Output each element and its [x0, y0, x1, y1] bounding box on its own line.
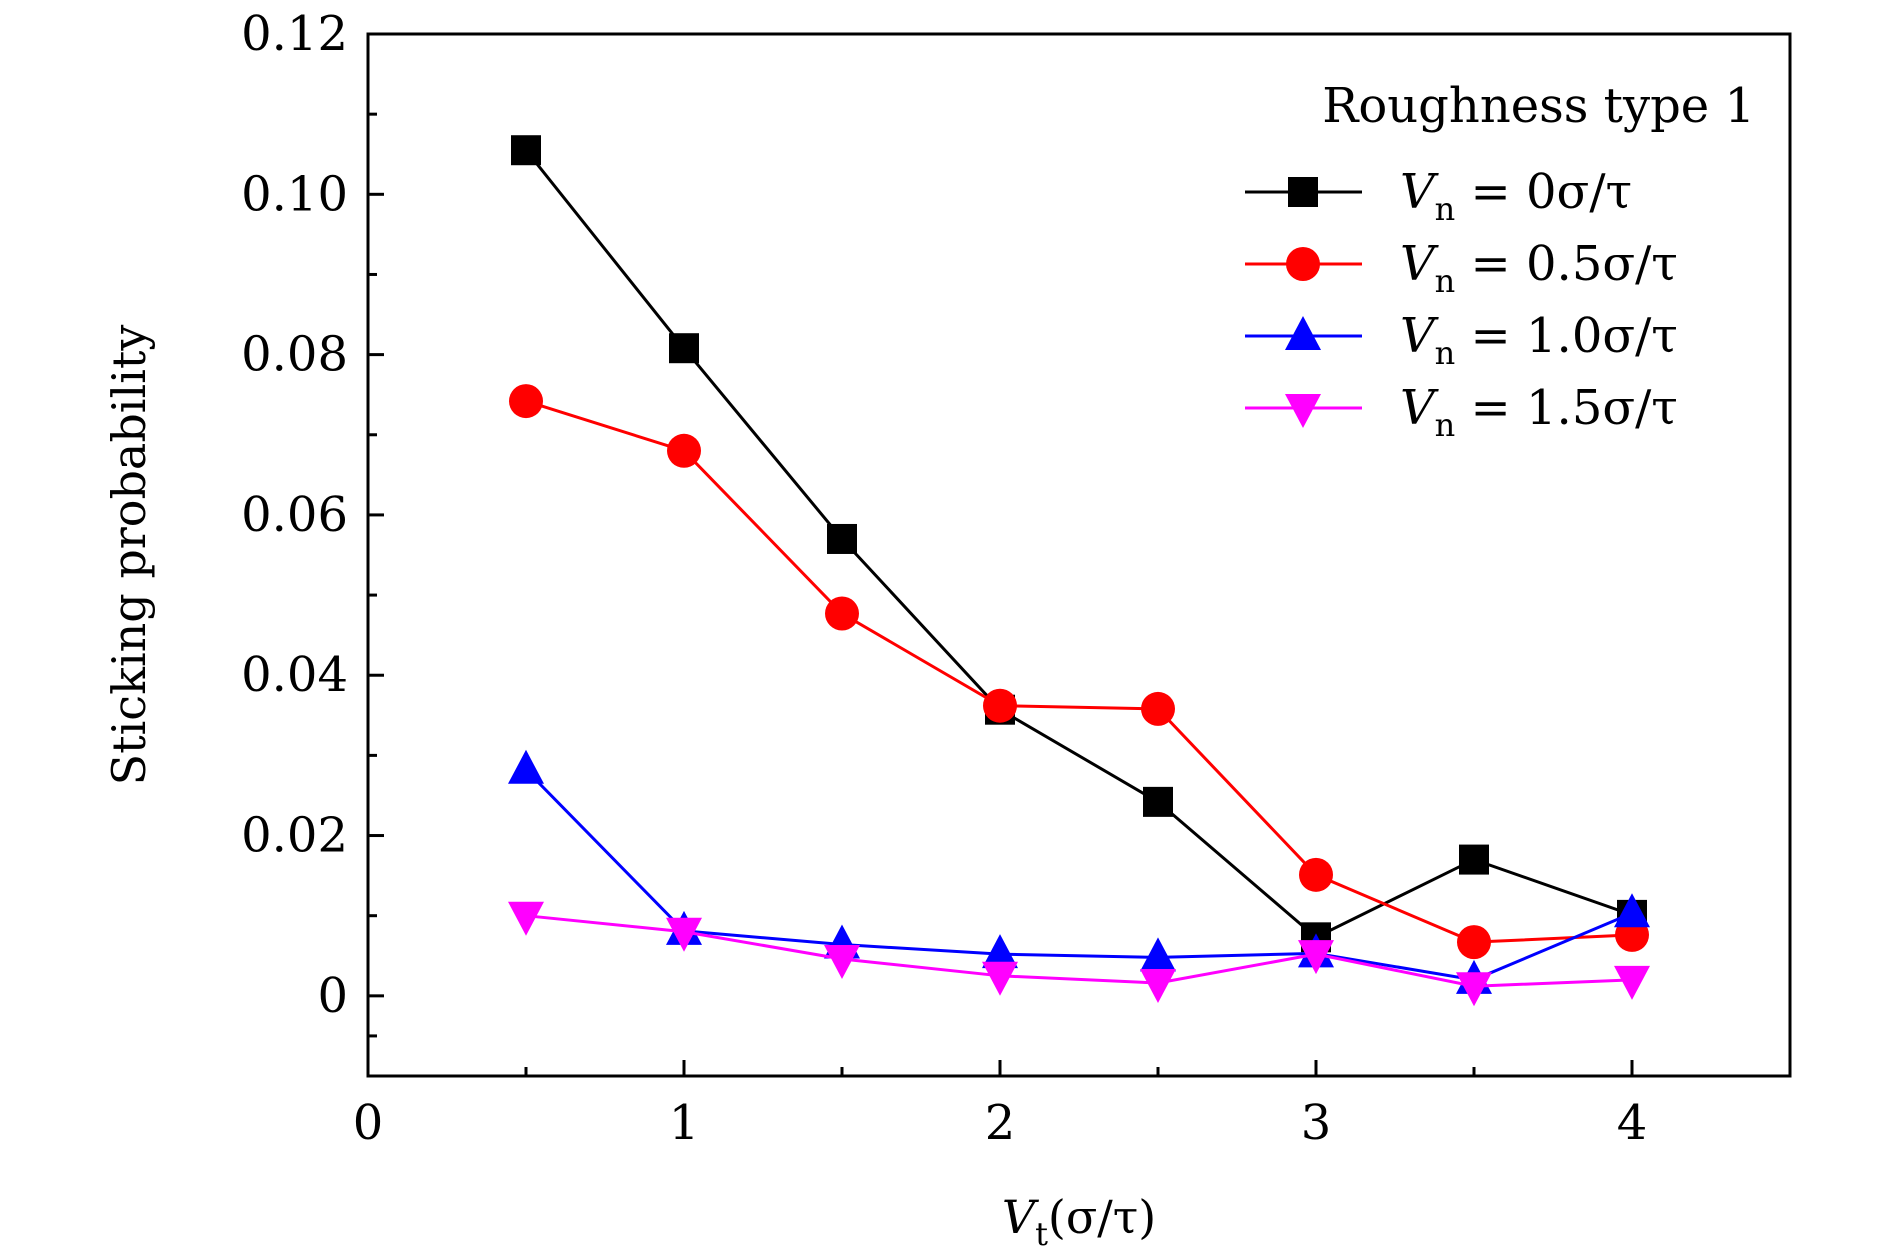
- data-point: [982, 961, 1018, 996]
- legend-label-rest: = 0σ/τ: [1455, 164, 1632, 220]
- y-tick-label: 0.02: [241, 808, 348, 864]
- legend-label: Vn = 0.5σ/τ: [1400, 236, 1678, 300]
- data-point: [1457, 925, 1491, 960]
- data-point: [1299, 857, 1333, 892]
- legend-title: Roughness type 1: [1322, 78, 1755, 134]
- series-layer: [508, 135, 1650, 1007]
- legend-label-sub: n: [1435, 262, 1456, 300]
- y-tick-label: 0.12: [241, 6, 348, 62]
- data-point: [1140, 969, 1176, 1004]
- data-point: [509, 384, 543, 419]
- legend-marker: [1288, 177, 1318, 207]
- x-tick-label: 1: [669, 1095, 700, 1151]
- x-tick-label: 2: [985, 1095, 1016, 1151]
- x-tick-label: 3: [1301, 1095, 1332, 1151]
- legend-label-main: V: [1400, 236, 1439, 292]
- legend-label-main: V: [1400, 164, 1439, 220]
- axis-ticks: 0 0.02 0.04 0.06 0.08 0.10 0.12 0 1 2 3 4: [241, 6, 1647, 1151]
- legend-entry-3: Vn = 1.5σ/τ: [1245, 380, 1678, 444]
- series-line: [524, 768, 1633, 982]
- data-point: [982, 934, 1018, 969]
- legend: Vn = 0σ/τVn = 0.5σ/τVn = 1.0σ/τVn = 1.5σ…: [1245, 164, 1678, 444]
- data-point: [1141, 691, 1175, 726]
- legend-marker: [1286, 247, 1320, 281]
- y-tick-label: 0.06: [241, 487, 348, 543]
- x-tick-label: 4: [1617, 1095, 1648, 1151]
- data-point: [1614, 893, 1650, 928]
- y-tick-label: 0.04: [241, 647, 348, 703]
- data-point: [824, 944, 860, 979]
- legend-label: Vn = 0σ/τ: [1400, 164, 1632, 228]
- legend-label-rest: = 0.5σ/τ: [1455, 236, 1678, 292]
- data-point: [508, 901, 544, 936]
- legend-entry-1: Vn = 0.5σ/τ: [1245, 236, 1678, 300]
- legend-label-rest: = 1.5σ/τ: [1455, 380, 1678, 436]
- series-line: [525, 399, 1633, 944]
- data-point: [983, 688, 1017, 723]
- data-point: [508, 749, 544, 784]
- legend-marker: [1285, 316, 1321, 350]
- data-point: [666, 917, 702, 952]
- y-tick-label: 0.10: [241, 166, 348, 222]
- y-tick-label: 0.08: [241, 327, 348, 383]
- legend-label-sub: n: [1435, 406, 1456, 444]
- series-1: [509, 384, 1649, 960]
- legend-entry-2: Vn = 1.0σ/τ: [1245, 308, 1678, 372]
- data-point: [669, 333, 699, 364]
- legend-entry-0: Vn = 0σ/τ: [1245, 164, 1632, 228]
- data-point: [1298, 940, 1334, 975]
- data-point: [511, 135, 541, 166]
- legend-label: Vn = 1.0σ/τ: [1400, 308, 1678, 372]
- x-axis-label-rest: (σ/τ): [1048, 1190, 1156, 1244]
- plot-frame: [366, 32, 1792, 1078]
- data-point: [827, 523, 857, 554]
- legend-label-main: V: [1400, 308, 1439, 364]
- data-point: [1459, 844, 1489, 875]
- legend-label: Vn = 1.5σ/τ: [1400, 380, 1678, 444]
- x-axis-label-sub: t: [1035, 1215, 1048, 1252]
- x-axis-label-main: V: [1002, 1190, 1040, 1244]
- legend-label-main: V: [1400, 380, 1439, 436]
- legend-label-sub: n: [1435, 190, 1456, 228]
- series-line: [525, 914, 1633, 988]
- y-axis-label: Sticking probability: [102, 325, 156, 786]
- data-point: [1140, 937, 1176, 972]
- series-3: [508, 901, 1650, 1007]
- data-point: [1143, 786, 1173, 817]
- y-tick-label: 0: [317, 968, 348, 1024]
- data-point: [825, 596, 859, 631]
- data-point: [1456, 972, 1492, 1007]
- legend-marker: [1285, 394, 1321, 428]
- legend-label-rest: = 1.0σ/τ: [1455, 308, 1678, 364]
- legend-label-sub: n: [1435, 334, 1456, 372]
- series-line: [524, 149, 1633, 940]
- data-point: [1614, 965, 1650, 1000]
- x-axis-label: Vt(σ/τ): [1002, 1190, 1156, 1252]
- x-tick-label: 0: [353, 1095, 384, 1151]
- data-point: [667, 433, 701, 468]
